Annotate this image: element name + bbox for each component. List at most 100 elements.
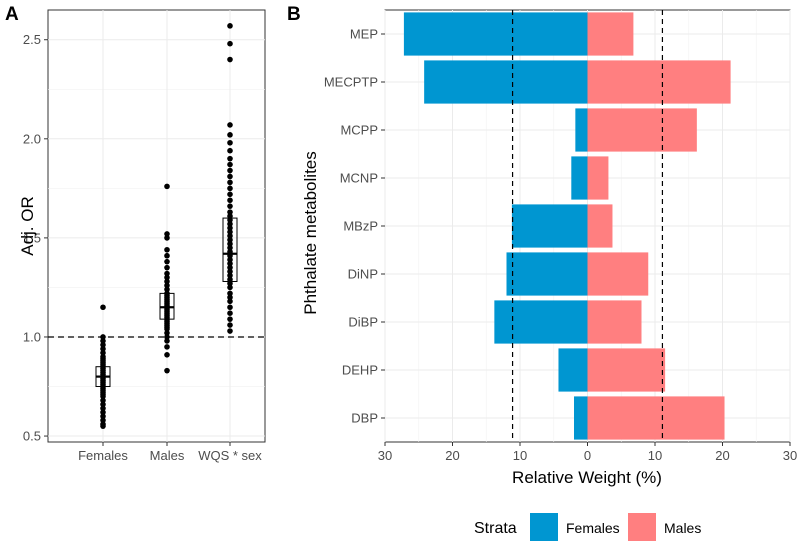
x-tick-label-males: Males bbox=[150, 448, 185, 463]
data-point bbox=[227, 284, 233, 291]
data-point bbox=[227, 197, 233, 204]
data-point bbox=[164, 274, 170, 281]
y-tick-label: 1.0 bbox=[23, 329, 41, 344]
data-point bbox=[100, 409, 106, 416]
data-point bbox=[100, 421, 106, 427]
data-point bbox=[227, 290, 233, 297]
data-point bbox=[227, 225, 233, 231]
x-tick-label-females: Females bbox=[78, 448, 128, 463]
data-point bbox=[227, 322, 233, 328]
panel-b-reference-lines bbox=[511, 10, 664, 442]
y-tick-label-mcnp: MCNP bbox=[340, 171, 378, 186]
bar-females-mep bbox=[403, 12, 588, 56]
data-point bbox=[164, 183, 170, 190]
data-point bbox=[227, 167, 233, 174]
data-point bbox=[100, 401, 106, 408]
data-point bbox=[227, 244, 233, 251]
y-tick-label-dinp: DiNP bbox=[348, 267, 378, 282]
data-point bbox=[100, 334, 106, 340]
x-tick-label: 30 bbox=[783, 448, 797, 463]
data-point bbox=[100, 353, 106, 360]
bar-males-mcnp bbox=[587, 156, 609, 200]
data-point bbox=[227, 264, 233, 271]
x-tick-label: 10 bbox=[648, 448, 662, 463]
bar-females-mbzp bbox=[511, 204, 588, 248]
panel-b-x-axis-title: Relative Weight (%) bbox=[512, 468, 662, 487]
data-point bbox=[227, 122, 233, 128]
data-point bbox=[164, 278, 170, 285]
data-point bbox=[100, 304, 106, 311]
data-point bbox=[164, 258, 170, 265]
bar-females-dibp bbox=[494, 300, 588, 344]
data-point bbox=[227, 316, 233, 322]
data-point bbox=[100, 417, 106, 424]
data-point bbox=[227, 203, 233, 209]
bar-males-mcpp bbox=[587, 108, 697, 152]
data-point bbox=[164, 334, 170, 340]
x-tick-label: 20 bbox=[715, 448, 729, 463]
y-tick-label: 0.5 bbox=[23, 429, 41, 444]
panel-a-chart: 0.5 1.0 1.5 2.0 2.5 Females Males WQS * sex Ad… bbox=[18, 9, 266, 463]
panel-b-bars bbox=[403, 12, 731, 440]
y-tick-label-dbp: DBP bbox=[351, 411, 378, 426]
bar-females-dbp bbox=[574, 396, 588, 440]
data-point bbox=[227, 294, 233, 301]
data-point bbox=[100, 397, 106, 404]
data-point bbox=[164, 264, 170, 271]
y-tick-label-mbzp: MBzP bbox=[343, 219, 378, 234]
data-point bbox=[227, 213, 233, 219]
bar-males-mecptp bbox=[587, 60, 731, 104]
data-point bbox=[227, 268, 233, 275]
panel-a-plot-area bbox=[47, 9, 266, 443]
legend-label-males: Males bbox=[664, 520, 701, 536]
data-point bbox=[164, 252, 170, 259]
bar-females-mcnp bbox=[571, 156, 588, 200]
legend-swatch-males bbox=[628, 513, 656, 541]
data-point bbox=[164, 290, 170, 297]
data-point bbox=[164, 231, 170, 237]
data-point bbox=[100, 405, 106, 412]
panel-a-y-axis-title: Adj. OR bbox=[18, 196, 37, 256]
data-point bbox=[227, 23, 233, 29]
panel-a-y-axis: 0.5 1.0 1.5 2.0 2.5 bbox=[23, 32, 48, 444]
y-tick-label-mecptp: MECPTP bbox=[324, 75, 378, 90]
data-point bbox=[227, 132, 233, 138]
bar-males-dinp bbox=[587, 252, 649, 296]
data-point bbox=[164, 367, 170, 374]
legend-swatch-females bbox=[530, 513, 558, 541]
data-point bbox=[164, 246, 170, 253]
x-tick-label: 20 bbox=[445, 448, 459, 463]
data-point bbox=[100, 338, 106, 344]
data-point bbox=[100, 350, 106, 356]
panel-a-points bbox=[100, 23, 233, 429]
data-point bbox=[164, 270, 170, 277]
bar-females-mecptp bbox=[424, 60, 588, 104]
y-tick-label: 1.5 bbox=[23, 230, 41, 245]
data-point bbox=[227, 191, 233, 198]
y-tick-label: 2.5 bbox=[23, 32, 41, 47]
panel-b-y-axis-title: Phthalate metabolites bbox=[301, 151, 320, 315]
data-point bbox=[227, 217, 233, 223]
y-tick-label-dehp: DEHP bbox=[342, 363, 378, 378]
bar-females-dehp bbox=[558, 348, 588, 392]
legend-label-females: Females bbox=[566, 520, 620, 536]
data-point bbox=[164, 338, 170, 344]
data-point bbox=[227, 221, 233, 227]
data-point bbox=[227, 233, 233, 239]
data-point bbox=[227, 248, 233, 255]
bar-males-dehp bbox=[587, 348, 666, 392]
data-point bbox=[227, 241, 233, 247]
panel-a-x-axis: Females Males WQS * sex bbox=[78, 442, 262, 463]
data-point bbox=[227, 272, 233, 279]
y-tick-label-dibp: DiBP bbox=[348, 315, 378, 330]
data-point bbox=[100, 346, 106, 352]
data-point bbox=[227, 209, 233, 215]
data-point bbox=[227, 276, 233, 283]
x-tick-label: 30 bbox=[378, 448, 392, 463]
y-tick-label-mep: MEP bbox=[350, 27, 378, 42]
panel-a-letter: A bbox=[5, 4, 19, 25]
data-point bbox=[227, 237, 233, 243]
data-point bbox=[227, 56, 233, 63]
bar-females-dinp bbox=[506, 252, 588, 296]
